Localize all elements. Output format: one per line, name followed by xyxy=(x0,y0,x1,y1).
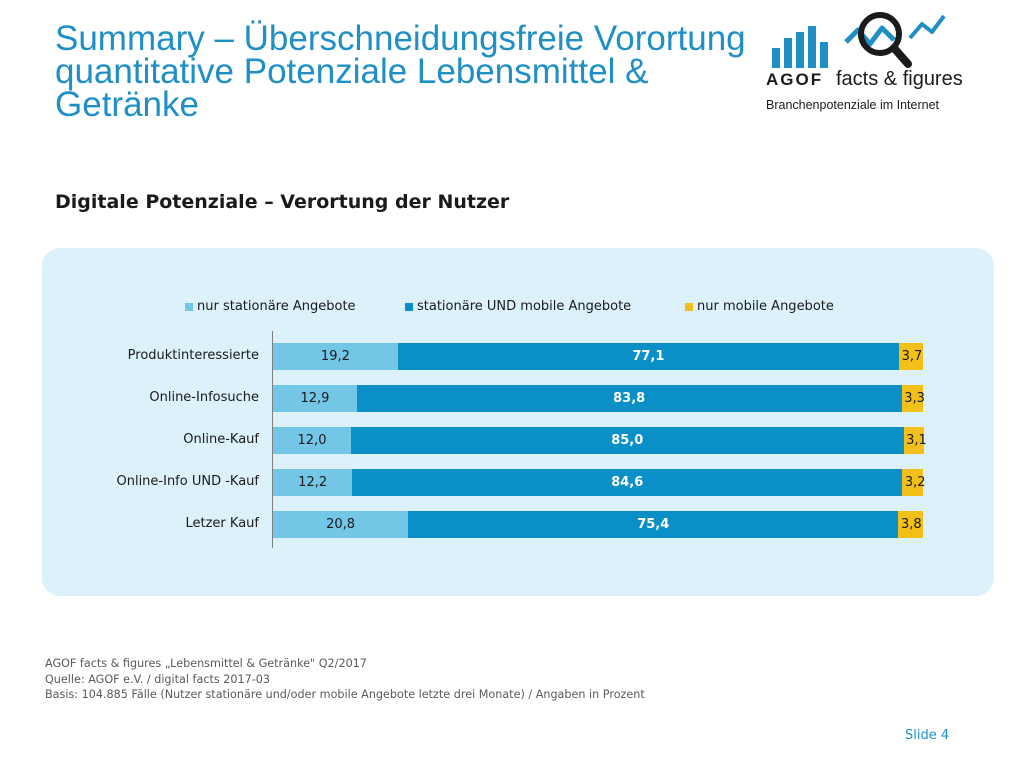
bar-segment xyxy=(903,427,924,454)
data-label: 12,2 xyxy=(298,475,328,490)
title-line-3: Getränke xyxy=(55,85,199,124)
legend-swatch xyxy=(185,302,193,311)
footer-line-1: AGOF facts & figures „Lebensmittel & Get… xyxy=(45,657,367,670)
data-label: 3,7 xyxy=(901,349,923,364)
legend-item: nur mobile Angebote xyxy=(685,299,834,314)
data-label: 19,2 xyxy=(320,349,350,364)
bar-segment xyxy=(902,469,923,496)
data-label: 12,0 xyxy=(297,433,327,448)
source-footer: AGOF facts & figures „Lebensmittel & Get… xyxy=(45,656,645,703)
data-label: 3,1 xyxy=(906,433,927,448)
facts-figures-wordmark: facts & figures xyxy=(836,68,963,90)
category-label: Produktinteressierte xyxy=(127,348,259,363)
bar-segment xyxy=(898,343,923,370)
chart-panel xyxy=(42,248,994,596)
data-label: 12,9 xyxy=(300,391,330,406)
legend-swatch xyxy=(405,302,413,311)
bar-segment xyxy=(273,469,353,496)
bar-segment xyxy=(901,385,923,412)
data-label: 75,4 xyxy=(637,517,670,532)
legend-item: stationäre UND mobile Angebote xyxy=(405,299,631,314)
legend-swatch xyxy=(685,302,693,311)
logo-subtitle: Branchenpotenziale im Internet xyxy=(766,98,940,112)
bar-segment xyxy=(273,511,409,538)
footer-line-3: Basis: 104.885 Fälle (Nutzer stationäre … xyxy=(45,688,645,701)
legend-label: nur stationäre Angebote xyxy=(197,299,356,314)
legend-item: nur stationäre Angebote xyxy=(185,299,356,314)
data-label: 3,8 xyxy=(900,517,922,532)
bar-segment xyxy=(351,427,904,454)
title-line-2: quantitative Potenziale Lebensmittel & xyxy=(55,52,649,91)
bar-segment xyxy=(352,469,903,496)
data-label: 85,0 xyxy=(611,433,644,448)
magnifier-chart-icon xyxy=(772,12,946,68)
data-label: 77,1 xyxy=(632,349,665,364)
legend-label: stationäre UND mobile Angebote xyxy=(417,299,632,314)
data-label: 83,8 xyxy=(613,391,646,406)
bar-segment xyxy=(397,343,899,370)
category-label: Letzer Kauf xyxy=(185,516,260,531)
bar-segment xyxy=(273,385,357,412)
slide-number: Slide 4 xyxy=(905,728,950,743)
bar-segment xyxy=(273,343,398,370)
agof-wordmark: AGOF xyxy=(766,70,824,89)
chart-subtitle: Digitale Potenziale – Verortung der Nutz… xyxy=(55,191,510,213)
bar-segment xyxy=(356,385,902,412)
category-label: Online-Infosuche xyxy=(149,390,259,405)
chart-legend: nur stationäre Angebote stationäre UND mo… xyxy=(0,299,1024,317)
footer-line-2: Quelle: AGOF e.V. / digital facts 2017-0… xyxy=(45,672,270,686)
bar-segment xyxy=(408,511,899,538)
data-label: 3,2 xyxy=(904,475,926,490)
bar-segment xyxy=(898,511,923,538)
data-label: 3,3 xyxy=(904,391,925,406)
title-line-1: Summary – Überschneidungsfreie Vorortung xyxy=(55,19,746,58)
category-label: Online-Info UND -Kauf xyxy=(116,474,259,489)
bar-segment xyxy=(273,427,351,454)
data-label: 84,6 xyxy=(611,475,644,490)
agof-logo: AGOF facts & figures Branchenpotenziale … xyxy=(762,12,963,116)
y-axis-line xyxy=(272,331,273,548)
category-label: Online-Kauf xyxy=(183,432,259,447)
data-label: 20,8 xyxy=(326,517,356,532)
legend-label: nur mobile Angebote xyxy=(697,299,834,314)
page-title: Summary – Überschneidungsfreie Vorortung… xyxy=(55,19,835,124)
